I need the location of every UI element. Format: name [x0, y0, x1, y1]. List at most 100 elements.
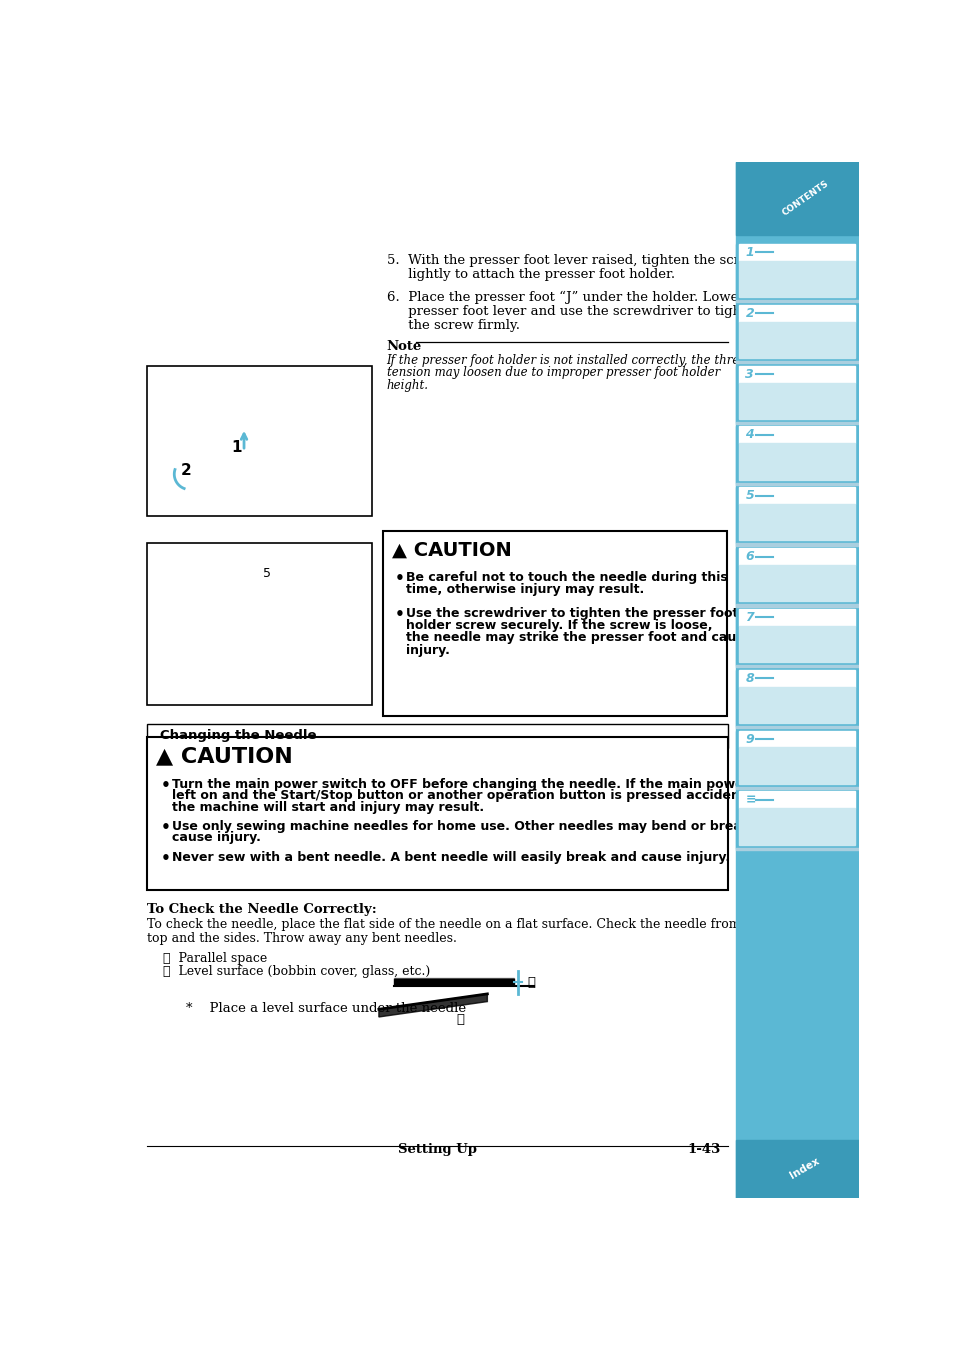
Text: To check the needle, place the flat side of the needle on a flat surface. Check : To check the needle, place the flat side…	[147, 918, 764, 931]
Bar	[739, 244, 855, 261]
Bar	[739, 791, 855, 809]
Bar	[147, 366, 372, 517]
Text: 5: 5	[744, 489, 754, 502]
Text: Use the screwdriver to tighten the presser foot: Use the screwdriver to tighten the press…	[406, 607, 738, 619]
Bar	[736, 731, 858, 787]
Bar	[736, 427, 858, 483]
Text: ≡: ≡	[744, 793, 755, 806]
Text: ①  Parallel space: ① Parallel space	[162, 952, 267, 965]
Bar	[382, 532, 726, 716]
Bar	[736, 544, 858, 545]
Text: lightly to attach the presser foot holder.: lightly to attach the presser foot holde…	[386, 268, 674, 281]
Text: height.: height.	[386, 378, 428, 392]
Text: 2: 2	[744, 307, 754, 320]
Text: holder screw securely. If the screw is loose,: holder screw securely. If the screw is l…	[406, 619, 712, 631]
Bar	[736, 604, 858, 607]
Text: •: •	[161, 820, 171, 835]
Bar	[739, 686, 855, 723]
Text: left on and the Start/Stop button or another operation button is pressed acciden: left on and the Start/Stop button or ano…	[172, 789, 774, 802]
Bar	[736, 670, 858, 725]
Text: •: •	[395, 607, 405, 622]
Bar	[739, 443, 855, 479]
Bar	[739, 322, 855, 358]
Text: the needle may strike the presser foot and cause: the needle may strike the presser foot a…	[406, 631, 751, 645]
Text: Note: Note	[386, 341, 421, 353]
Bar	[739, 304, 855, 322]
Text: time, otherwise injury may result.: time, otherwise injury may result.	[406, 583, 643, 596]
Bar	[739, 382, 855, 419]
Bar	[739, 487, 855, 505]
Bar	[739, 670, 855, 686]
Text: *    Place a level surface under the needle: * Place a level surface under the needle	[186, 1001, 465, 1015]
Text: Index: Index	[788, 1156, 821, 1182]
Polygon shape	[394, 977, 514, 980]
Bar	[739, 548, 855, 565]
Text: Never sew with a bent needle. A bent needle will easily break and cause injury.: Never sew with a bent needle. A bent nee…	[172, 851, 729, 864]
Bar	[736, 548, 858, 604]
Text: If the presser foot holder is not installed correctly, the thread: If the presser foot holder is not instal…	[386, 354, 754, 367]
Bar	[736, 665, 858, 668]
Text: 1-43: 1-43	[687, 1143, 720, 1156]
Bar	[736, 244, 858, 300]
Bar	[739, 747, 855, 783]
Text: 2: 2	[180, 463, 191, 478]
Text: 4: 4	[744, 428, 754, 441]
Bar	[736, 791, 858, 848]
Text: ②: ②	[456, 1012, 464, 1026]
Bar	[739, 809, 855, 844]
Bar	[736, 725, 858, 728]
Bar	[736, 162, 858, 1198]
Text: top and the sides. Throw away any bent needles.: top and the sides. Throw away any bent n…	[147, 931, 456, 945]
Text: Setting Up: Setting Up	[397, 1143, 476, 1156]
Text: ▲ CAUTION: ▲ CAUTION	[392, 540, 511, 560]
Text: presser foot lever and use the screwdriver to tighten: presser foot lever and use the screwdriv…	[386, 304, 761, 318]
Bar	[736, 787, 858, 789]
Text: 5: 5	[263, 567, 271, 580]
Bar	[736, 487, 858, 544]
Text: 3: 3	[744, 367, 754, 381]
Text: the machine will start and injury may result.: the machine will start and injury may re…	[172, 801, 483, 813]
Text: Turn the main power switch to OFF before changing the needle. If the main power : Turn the main power switch to OFF before…	[172, 778, 764, 790]
Text: •: •	[161, 851, 171, 865]
Text: 7: 7	[744, 611, 754, 623]
Bar	[739, 608, 855, 626]
Text: To Check the Needle Correctly:: To Check the Needle Correctly:	[147, 903, 376, 917]
Text: CONTENTS: CONTENTS	[780, 179, 829, 218]
Text: Be careful not to touch the needle during this: Be careful not to touch the needle durin…	[406, 571, 727, 584]
Bar	[736, 361, 858, 363]
Text: 1: 1	[231, 440, 241, 455]
Text: Changing the Needle: Changing the Needle	[159, 730, 315, 743]
Bar	[736, 483, 858, 485]
Text: •: •	[395, 571, 405, 586]
Bar	[739, 427, 855, 443]
Bar	[736, 848, 858, 849]
Text: ▲ CAUTION: ▲ CAUTION	[156, 747, 293, 767]
Bar	[736, 608, 858, 665]
Bar	[739, 565, 855, 602]
Text: 9: 9	[744, 732, 754, 746]
Bar	[736, 304, 858, 361]
Bar	[147, 544, 372, 705]
Text: cause injury.: cause injury.	[172, 832, 260, 844]
Bar	[736, 421, 858, 424]
Text: 6: 6	[744, 551, 754, 563]
Text: 5.  With the presser foot lever raised, tighten the screw: 5. With the presser foot lever raised, t…	[386, 254, 758, 267]
Bar	[147, 738, 728, 890]
Bar	[739, 626, 855, 662]
Polygon shape	[736, 162, 858, 234]
Polygon shape	[736, 1140, 858, 1198]
Bar	[739, 731, 855, 747]
Text: the screw firmly.: the screw firmly.	[386, 319, 519, 331]
Bar	[147, 724, 728, 748]
Bar	[739, 261, 855, 297]
Text: injury.: injury.	[406, 643, 450, 657]
Text: 6.  Place the presser foot “J” under the holder. Lower the: 6. Place the presser foot “J” under the …	[386, 291, 769, 304]
Bar	[739, 366, 855, 382]
Bar	[736, 300, 858, 303]
Text: •: •	[161, 778, 171, 793]
Text: 8: 8	[744, 672, 754, 685]
Text: ②  Level surface (bobbin cover, glass, etc.): ② Level surface (bobbin cover, glass, et…	[162, 965, 430, 977]
Text: Use only sewing machine needles for home use. Other needles may bend or break an: Use only sewing machine needles for home…	[172, 820, 780, 833]
Text: 1: 1	[744, 246, 754, 258]
Polygon shape	[394, 980, 514, 985]
